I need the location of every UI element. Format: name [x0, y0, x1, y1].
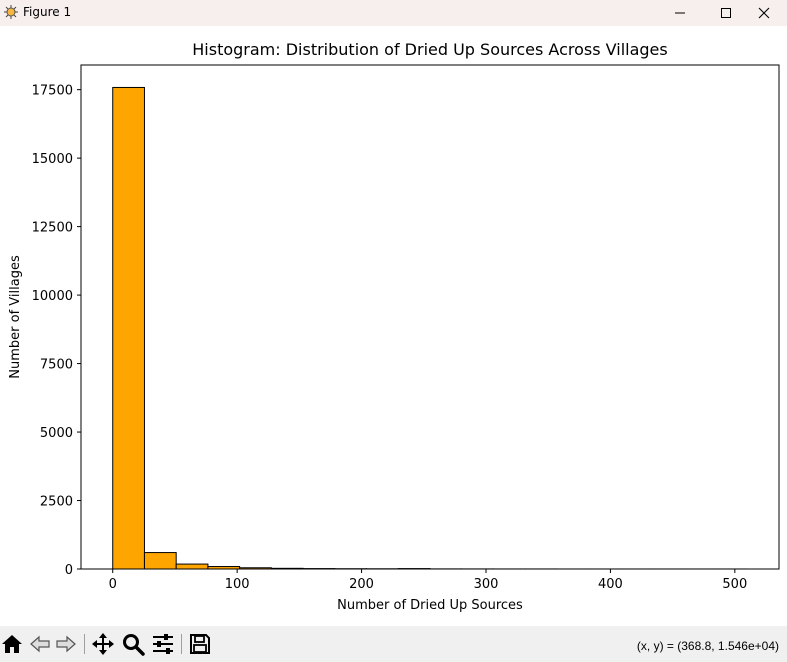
y-tick-label: 7500: [40, 358, 73, 373]
close-icon: [758, 7, 770, 19]
y-axis-label: Number of Villages: [8, 255, 23, 379]
configure-subplots-button[interactable]: [151, 632, 175, 656]
back-arrow-icon: [30, 635, 50, 653]
minimize-button[interactable]: [657, 0, 703, 26]
save-button[interactable]: [188, 632, 212, 656]
x-tick-label: 100: [225, 577, 250, 592]
y-tick-label: 5000: [40, 426, 73, 441]
window-titlebar: Figure 1: [0, 0, 787, 26]
x-tick-label: 400: [598, 577, 623, 592]
x-tick-label: 300: [474, 577, 499, 592]
configure-subplots-icon: [153, 634, 173, 654]
x-tick-label: 200: [349, 577, 374, 592]
forward-arrow-icon: [56, 635, 76, 653]
window-title: Figure 1: [23, 5, 72, 19]
forward-button[interactable]: [54, 632, 78, 656]
histogram-chart: Histogram: Distribution of Dried Up Sour…: [8, 40, 780, 613]
histogram-bar: [112, 86, 145, 570]
pan-move-icon: [92, 633, 114, 655]
save-floppy-icon: [190, 634, 210, 654]
figure-canvas[interactable]: Histogram: Distribution of Dried Up Sour…: [0, 26, 787, 626]
navigation-toolbar: (x, y) = (368.8, 1.546e+04): [0, 626, 787, 662]
x-tick-label: 500: [722, 577, 747, 592]
histogram-bar: [143, 552, 177, 570]
maximize-icon: [721, 8, 731, 18]
y-ticks: 0 2500 5000 7500 10000 12500 15000 17500: [32, 84, 81, 578]
x-tick-label: 0: [109, 577, 117, 592]
x-axis-label: Number of Dried Up Sources: [337, 598, 523, 613]
bars-group: [112, 86, 748, 570]
app-icon: [3, 4, 19, 20]
zoom-magnifier-icon: [123, 634, 145, 656]
cursor-coordinates: (x, y) = (368.8, 1.546e+04): [636, 639, 779, 653]
pan-button[interactable]: [91, 632, 115, 656]
back-button[interactable]: [28, 632, 52, 656]
y-tick-label: 17500: [32, 84, 73, 99]
home-button[interactable]: [0, 632, 24, 656]
toolbar-separator: [181, 634, 182, 654]
toolbar-separator: [84, 634, 85, 654]
y-tick-label: 10000: [32, 289, 73, 304]
y-tick-label: 2500: [40, 495, 73, 510]
maximize-button[interactable]: [703, 0, 749, 26]
histogram-bar: [175, 563, 209, 570]
axes-frame: [80, 64, 780, 570]
zoom-button[interactable]: [121, 632, 145, 656]
home-icon: [2, 635, 22, 653]
close-button[interactable]: [741, 0, 787, 26]
y-tick-label: 0: [65, 563, 73, 578]
x-ticks: 0 100 200 300 400 500: [109, 569, 747, 592]
y-tick-label: 15000: [32, 152, 73, 167]
y-tick-label: 12500: [32, 221, 73, 236]
chart-title: Histogram: Distribution of Dried Up Sour…: [192, 40, 667, 59]
minimize-icon: [675, 12, 685, 14]
